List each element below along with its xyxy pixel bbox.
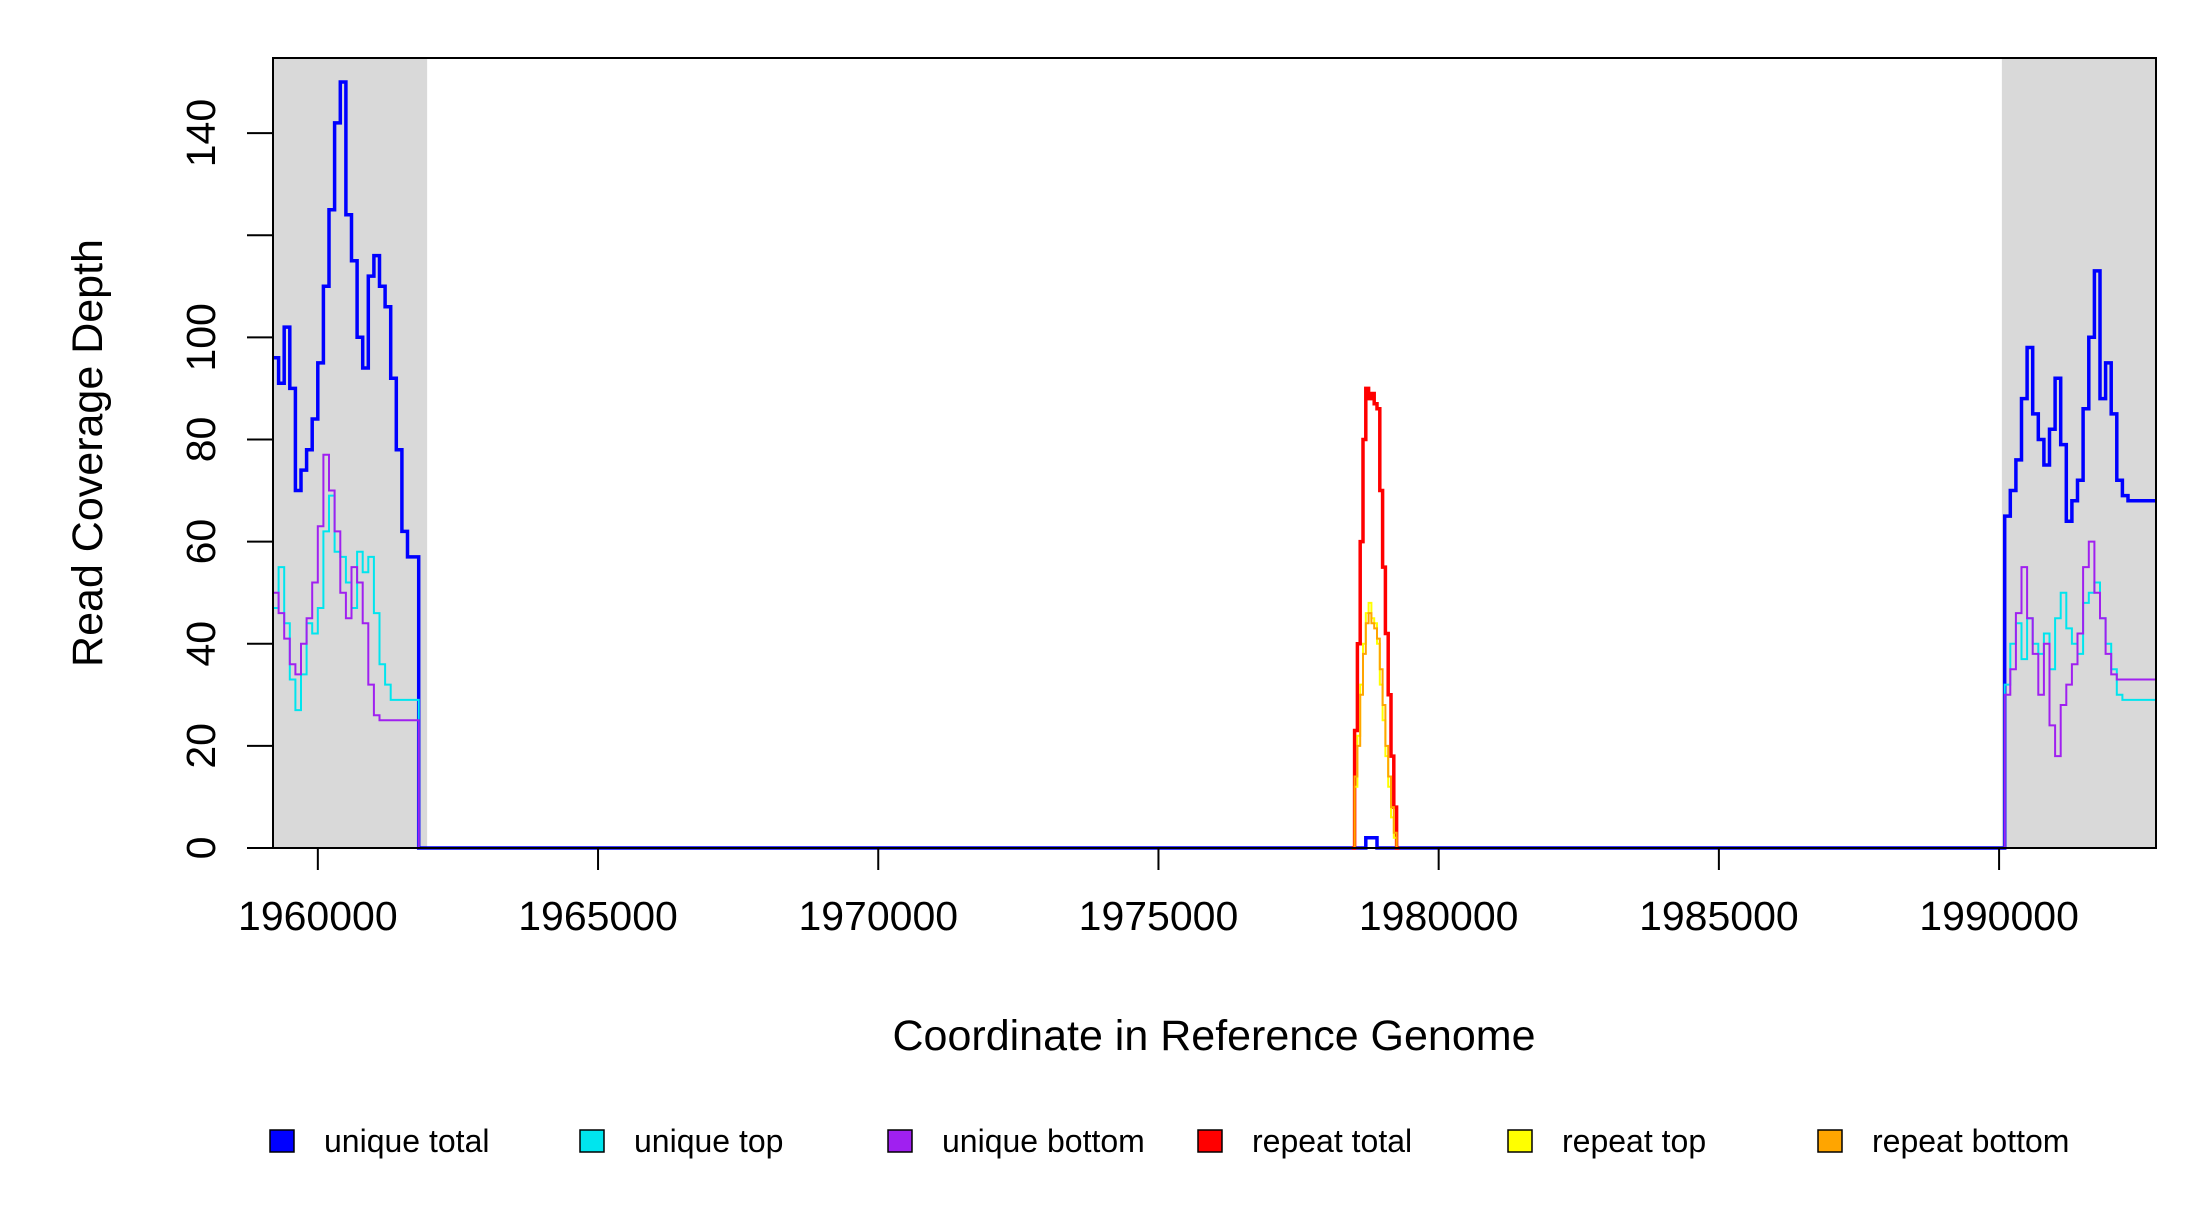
x-axis-title: Coordinate in Reference Genome (893, 1012, 1536, 1060)
x-tick-label-5: 1985000 (1639, 893, 1799, 939)
legend-label-2: unique bottom (942, 1123, 1145, 1159)
series-line-unique-top (273, 494, 2156, 849)
y-tick-label-0: 0 (178, 837, 224, 860)
y-tick-label-2: 40 (178, 621, 224, 667)
legend-label-0: unique total (324, 1123, 489, 1159)
legend-label-1: unique top (634, 1123, 783, 1159)
legend-swatch-4 (1507, 1129, 1533, 1153)
y-axis-title: Read Coverage Depth (64, 239, 112, 667)
x-tick-label-4: 1980000 (1359, 893, 1519, 939)
legend-swatch-1 (579, 1129, 605, 1153)
legend-label-5: repeat bottom (1872, 1123, 2069, 1159)
series-lines (273, 80, 2156, 850)
y-tick-label-5: 100 (178, 303, 224, 371)
y-tick-label-4: 80 (178, 417, 224, 463)
legend-swatch-5 (1817, 1129, 1843, 1153)
shaded-regions (273, 58, 2156, 848)
series-line-unique-total (273, 80, 2156, 850)
x-tick-label-6: 1990000 (1919, 893, 2079, 939)
plot-frame (272, 57, 2157, 849)
x-tick-label-1: 1965000 (518, 893, 678, 939)
x-tick-label-3: 1975000 (1079, 893, 1239, 939)
series-line-unique-bottom (273, 453, 2156, 849)
y-tick-label-1: 20 (178, 723, 224, 769)
legend-label-3: repeat total (1252, 1123, 1412, 1159)
series-line-repeat-total (1351, 386, 1400, 850)
series-line-repeat-bottom (1351, 612, 1400, 849)
shaded-region-1 (2001, 58, 2156, 848)
x-tick-label-0: 1960000 (238, 893, 398, 939)
y-tick-label-3: 60 (178, 519, 224, 565)
x-tick-label-2: 1970000 (798, 893, 958, 939)
y-axis: 0 20 40 60 80 100 140 (178, 99, 274, 860)
legend-swatch-3 (1197, 1129, 1223, 1153)
legend: unique total unique top unique bottom repea… (269, 1123, 2069, 1159)
legend-swatch-0 (269, 1129, 295, 1153)
x-axis: 1960000 1965000 1970000 1975000 1980000 19850… (238, 848, 2079, 939)
legend-label-4: repeat top (1562, 1123, 1706, 1159)
y-tick-label-7: 140 (178, 99, 224, 167)
legend-swatch-2 (887, 1129, 913, 1153)
